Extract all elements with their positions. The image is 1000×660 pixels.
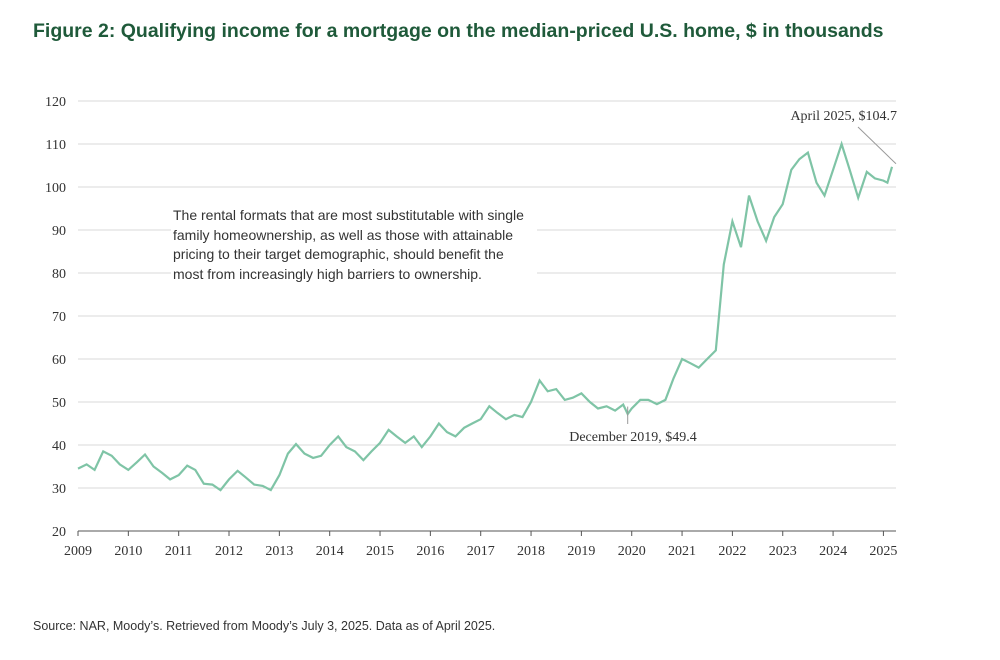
x-tick-label: 2020 [618,544,646,559]
x-tick-label: 2016 [416,544,444,559]
annotation-leader [857,126,897,165]
y-tick-label: 80 [52,267,66,282]
y-tick-label: 40 [52,439,66,454]
x-tick-label: 2018 [517,544,545,559]
annotations: April 2025, $104.7 December 2019, $49.4 [569,109,897,445]
y-tick-label: 30 [52,482,66,497]
x-tick-label: 2014 [316,544,344,559]
x-tick-label: 2010 [114,544,142,559]
y-tick-label: 50 [52,396,66,411]
y-tick-label: 70 [52,310,66,325]
chart-title: Figure 2: Qualifying income for a mortga… [33,20,884,42]
y-tick-label: 60 [52,353,66,368]
note-text: The rental formats that are most substit… [171,206,537,284]
y-axis-ticks: 20 30 40 50 60 70 80 90 100 110 120 [45,95,66,540]
y-tick-label: 100 [45,181,66,196]
annotation-december-2019: December 2019, $49.4 [569,430,697,445]
series-line [77,140,894,492]
y-tick-label: 120 [45,95,66,110]
grid-lines [78,100,896,489]
x-tick-label: 2022 [718,544,746,559]
x-axis-ticks: 2009 2010 2011 2012 2013 2014 2015 2016 2017 2018… [64,531,897,559]
x-tick-label: 2017 [467,544,495,559]
x-tick-label: 2013 [265,544,293,559]
x-tick-label: 2023 [769,544,797,559]
x-tick-label: 2021 [668,544,696,559]
y-tick-label: 20 [52,525,66,540]
source-note: Source: NAR, Moody’s. Retrieved from Moo… [33,619,496,633]
y-tick-label: 110 [46,138,66,153]
annotation-april-2025: April 2025, $104.7 [790,109,897,124]
x-tick-label: 2012 [215,544,243,559]
y-tick-label: 90 [52,224,66,239]
x-tick-label: 2009 [64,544,92,559]
x-tick-label: 2019 [567,544,595,559]
x-tick-label: 2025 [869,544,897,559]
x-tick-label: 2011 [165,544,192,559]
x-tick-label: 2015 [366,544,394,559]
x-tick-label: 2024 [819,544,847,559]
